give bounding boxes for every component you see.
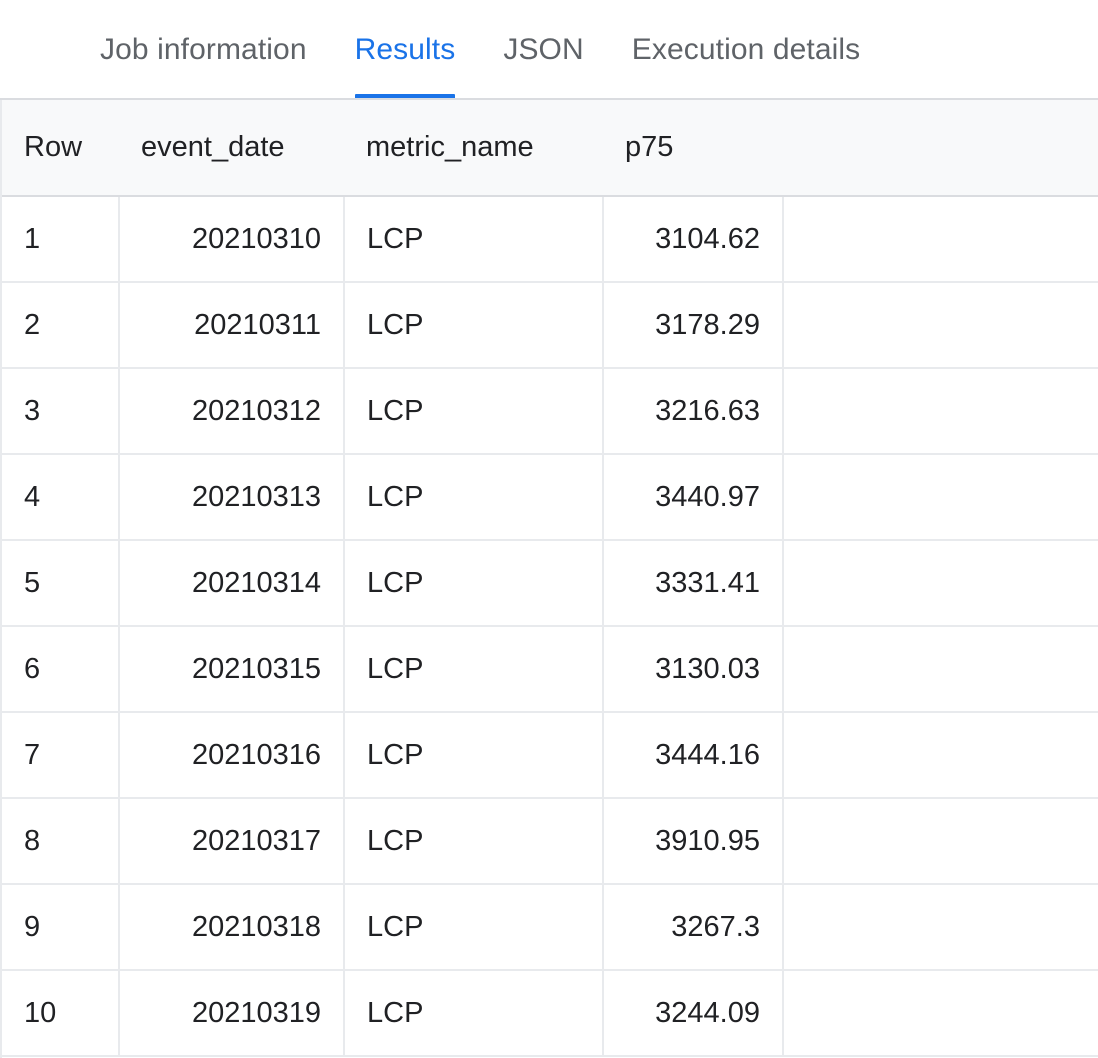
cell-row: 1 — [2, 196, 120, 283]
column-header-label: event_date — [141, 131, 285, 163]
cell-spacer — [783, 712, 1098, 799]
cell-p75: 3910.95 — [603, 798, 784, 885]
tab-job-information[interactable]: Job information — [76, 0, 331, 100]
table-row[interactable]: 4 20210313 LCP 3440.97 — [2, 454, 1098, 541]
cell-row: 2 — [2, 282, 120, 369]
cell-row: 6 — [2, 626, 120, 713]
cell-row: 4 — [2, 454, 120, 541]
results-table-header: Row event_date metric_name p75 — [2, 100, 1098, 197]
results-table-container: Row event_date metric_name p75 1 20210310 LCP… — [0, 100, 1098, 1058]
column-header-label: metric_name — [366, 131, 534, 163]
cell-row: 3 — [2, 368, 120, 455]
cell-spacer — [783, 798, 1098, 885]
cell-metric_name: LCP — [344, 282, 604, 369]
results-table-body: 1 20210310 LCP 3104.62 2 20210311 LCP 3178.29 3 2… — [2, 196, 1098, 1057]
cell-spacer — [783, 884, 1098, 971]
table-row[interactable]: 10 20210319 LCP 3244.09 — [2, 970, 1098, 1057]
tab-json[interactable]: JSON — [479, 0, 607, 100]
cell-row: 10 — [2, 970, 120, 1057]
tab-bar-divider — [0, 98, 1098, 100]
cell-row: 9 — [2, 884, 120, 971]
cell-metric_name: LCP — [344, 970, 604, 1057]
column-header-label: Row — [24, 131, 83, 163]
cell-event_date: 20210310 — [119, 196, 345, 283]
tab-label: Job information — [100, 33, 307, 66]
cell-p75: 3244.09 — [603, 970, 784, 1057]
cell-p75: 3104.62 — [603, 196, 784, 283]
results-table: Row event_date metric_name p75 1 20210310 LCP… — [2, 100, 1098, 1057]
cell-p75: 3440.97 — [603, 454, 784, 541]
cell-event_date: 20210311 — [119, 282, 345, 369]
cell-event_date: 20210318 — [119, 884, 345, 971]
tab-execution-details[interactable]: Execution details — [608, 0, 885, 100]
active-tab-underline — [354, 94, 456, 100]
cell-metric_name: LCP — [344, 540, 604, 627]
cell-metric_name: LCP — [344, 454, 604, 541]
cell-metric_name: LCP — [344, 196, 604, 283]
cell-metric_name: LCP — [344, 798, 604, 885]
table-row[interactable]: 7 20210316 LCP 3444.16 — [2, 712, 1098, 799]
table-row[interactable]: 1 20210310 LCP 3104.62 — [2, 196, 1098, 283]
cell-p75: 3216.63 — [603, 368, 784, 455]
cell-spacer — [783, 282, 1098, 369]
cell-p75: 3444.16 — [603, 712, 784, 799]
cell-metric_name: LCP — [344, 884, 604, 971]
cell-event_date: 20210315 — [119, 626, 345, 713]
tab-list: Job information Results JSON Execution deta… — [0, 0, 1098, 100]
column-header-metric_name[interactable]: metric_name — [344, 100, 603, 197]
cell-event_date: 20210317 — [119, 798, 345, 885]
cell-spacer — [783, 454, 1098, 541]
cell-spacer — [783, 368, 1098, 455]
cell-event_date: 20210313 — [119, 454, 345, 541]
cell-event_date: 20210319 — [119, 970, 345, 1057]
cell-spacer — [783, 196, 1098, 283]
cell-row: 8 — [2, 798, 120, 885]
cell-row: 5 — [2, 540, 120, 627]
column-header-p75[interactable]: p75 — [603, 100, 783, 197]
cell-spacer — [783, 970, 1098, 1057]
cell-p75: 3178.29 — [603, 282, 784, 369]
cell-p75: 3331.41 — [603, 540, 784, 627]
cell-event_date: 20210316 — [119, 712, 345, 799]
table-row[interactable]: 8 20210317 LCP 3910.95 — [2, 798, 1098, 885]
tab-label: JSON — [503, 33, 584, 66]
column-header-label: p75 — [625, 131, 674, 163]
table-row[interactable]: 3 20210312 LCP 3216.63 — [2, 368, 1098, 455]
table-row[interactable]: 9 20210318 LCP 3267.3 — [2, 884, 1098, 971]
tab-results[interactable]: Results — [331, 0, 480, 100]
cell-metric_name: LCP — [344, 712, 604, 799]
results-tab-bar: Job information Results JSON Execution deta… — [0, 0, 1098, 100]
cell-p75: 3130.03 — [603, 626, 784, 713]
cell-row: 7 — [2, 712, 120, 799]
column-header-spacer — [783, 100, 1098, 197]
cell-event_date: 20210314 — [119, 540, 345, 627]
column-header-event_date[interactable]: event_date — [119, 100, 344, 197]
cell-metric_name: LCP — [344, 368, 604, 455]
cell-event_date: 20210312 — [119, 368, 345, 455]
column-header-row[interactable]: Row — [2, 100, 119, 197]
cell-metric_name: LCP — [344, 626, 604, 713]
table-row[interactable]: 2 20210311 LCP 3178.29 — [2, 282, 1098, 369]
cell-spacer — [783, 540, 1098, 627]
table-row[interactable]: 6 20210315 LCP 3130.03 — [2, 626, 1098, 713]
table-row[interactable]: 5 20210314 LCP 3331.41 — [2, 540, 1098, 627]
table-header-row: Row event_date metric_name p75 — [2, 100, 1098, 197]
cell-p75: 3267.3 — [603, 884, 784, 971]
tab-label: Results — [354, 33, 456, 66]
cell-spacer — [783, 626, 1098, 713]
tab-label: Execution details — [631, 33, 861, 66]
